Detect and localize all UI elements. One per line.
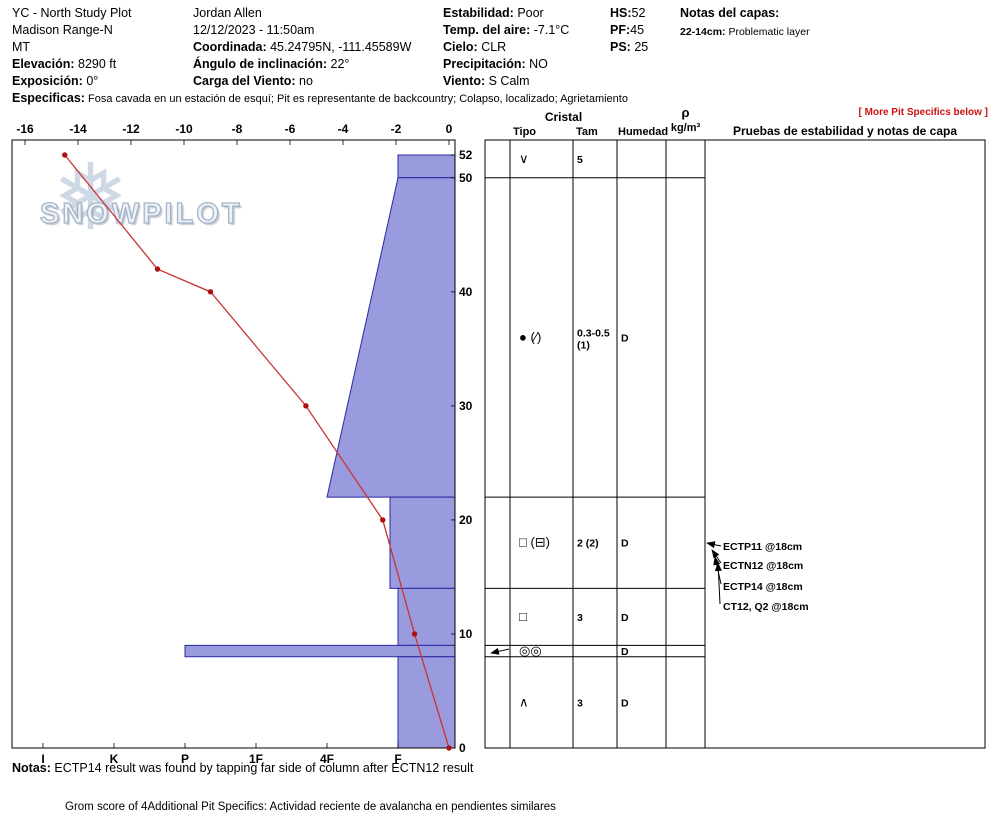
depth-tick-label: 10 <box>459 627 473 641</box>
temperature-point <box>446 745 452 751</box>
depth-tick-label: 50 <box>459 171 473 185</box>
layer-polygon <box>184 644 456 658</box>
coordinates: Coordinada: 45.24795N, -111.45589W <box>193 40 412 54</box>
temp-tick-label: -10 <box>175 122 193 136</box>
layer-polygon <box>326 177 456 498</box>
temp-tick-label: -4 <box>338 122 349 136</box>
layer-polygon <box>397 154 456 179</box>
layer-polygon <box>397 656 456 749</box>
aspect: Exposición: 0° <box>12 74 99 88</box>
hardness-tick-label: K <box>110 752 119 766</box>
stability-test-arrow <box>711 549 722 564</box>
slope-angle: Ángulo de inclinación: 22° <box>193 57 350 71</box>
grain-type-symbol: ∨ <box>519 151 529 166</box>
grain-size: 0.3-0.5 <box>577 327 610 339</box>
more-pit-specifics-link[interactable]: [ More Pit Specifics below ] <box>858 107 988 118</box>
snowflake-icon: ❅ <box>52 147 130 249</box>
additional-specifics: Grom score of 4Additional Pit Specifics:… <box>65 801 556 813</box>
pf: PF:45 <box>610 23 645 37</box>
temperature-point <box>380 517 386 523</box>
temp-tick-label: -6 <box>285 122 296 136</box>
hardness-tick-label: F <box>394 752 401 766</box>
pit-specifics: Especificas: Fosa cavada en un estación … <box>12 91 628 105</box>
stability-test-label: ECTN12 @18cm <box>723 560 803 572</box>
pit-notes-label: Notas: <box>12 761 51 775</box>
depth-tick-label: 52 <box>459 148 473 162</box>
datetime: 12/12/2023 - 11:50am <box>193 23 315 37</box>
temp-tick-label: -14 <box>69 122 87 136</box>
grain-size: 2 (2) <box>577 538 599 550</box>
temperature-point <box>154 266 161 272</box>
depth-tick-label: 20 <box>459 513 473 527</box>
ps: PS: 25 <box>610 40 649 54</box>
temp-tick-label: -8 <box>232 122 243 136</box>
grain-size: 3 <box>577 612 583 624</box>
header-tipo: Tipo <box>513 126 536 138</box>
state: MT <box>12 40 31 54</box>
grain-size-secondary: (1) <box>577 339 590 351</box>
hardness-tick-label: 4F <box>320 752 334 766</box>
elevation: Elevación: 8290 ft <box>12 57 117 71</box>
watermark-text: SNOWPILOT <box>39 197 243 230</box>
precipitation: Precipitación: NO <box>443 57 548 71</box>
plot-frame <box>11 139 456 749</box>
hardness-tick-label: I <box>41 752 44 766</box>
layer-polygon <box>397 587 456 646</box>
stability-test-label: ECTP14 @18cm <box>723 581 803 593</box>
depth-tick-label: 0 <box>459 741 466 755</box>
hardness-tick-label: P <box>181 752 189 766</box>
pit-notes-text: ECTP14 result was found by tapping far s… <box>50 761 474 775</box>
header-rho-unit: kg/m³ <box>671 122 701 134</box>
layer-note: 22-14cm: Problematic layer <box>680 26 810 38</box>
depth-tick-label: 40 <box>459 285 473 299</box>
header-humedad: Humedad <box>618 126 668 138</box>
temperature-point <box>207 289 214 295</box>
wind-loading: Carga del Viento: no <box>193 74 313 88</box>
grain-type-symbol: □ (⊟) <box>519 535 550 550</box>
wind: Viento: S Calm <box>443 74 530 88</box>
header-tests: Pruebas de estabilidad y notas de capa <box>733 124 957 138</box>
temp-tick-label: -16 <box>16 122 34 136</box>
layer-polygon <box>389 496 456 589</box>
layer-of-concern-arrow <box>490 647 510 655</box>
stability-test-label: CT12, Q2 @18cm <box>723 601 809 613</box>
stability-test-arrow <box>714 562 722 605</box>
grain-type-symbol: ● (⁄) <box>519 329 541 344</box>
header-cristal: Cristal <box>545 110 582 124</box>
header-tam: Tam <box>576 126 598 138</box>
stability-test-arrow <box>706 541 722 549</box>
grain-type-symbol: ◎◎ <box>519 643 542 658</box>
range: Madison Range-N <box>12 23 113 37</box>
hardness-tick-label: 1F <box>249 752 263 766</box>
temp-tick-label: -12 <box>122 122 140 136</box>
sky: Cielo: CLR <box>443 40 507 54</box>
grain-type-symbol: □ <box>519 609 527 624</box>
temperature-point <box>303 403 309 409</box>
grain-size: 5 <box>577 154 583 166</box>
humidity-value: D <box>621 612 629 624</box>
stability: Estabilidad: Poor <box>443 6 544 20</box>
temp-tick-label: -2 <box>391 122 402 136</box>
stability-test-label: ECTP11 @18cm <box>723 541 802 553</box>
temp-tick-label: 0 <box>446 122 453 136</box>
grain-type-symbol: ∧ <box>519 694 529 709</box>
temperature-point <box>411 631 418 637</box>
humidity-value: D <box>621 332 629 344</box>
air-temp: Temp. del aire: -7.1°C <box>443 23 570 37</box>
pit-name: YC - North Study Plot <box>12 6 132 20</box>
layer-table-frame <box>484 139 986 749</box>
humidity-value: D <box>621 697 629 709</box>
header-rho: ρ <box>681 105 689 120</box>
pit-notes: Notas: ECTP14 result was found by tappin… <box>12 761 473 775</box>
humidity-value: D <box>621 538 629 550</box>
hs-total-depth: HS:52 <box>610 6 646 20</box>
layer-notes-title: Notas del capas: <box>680 6 780 20</box>
depth-tick-label: 30 <box>459 399 473 413</box>
temperature-point <box>62 152 68 158</box>
grain-size: 3 <box>577 697 583 709</box>
observer: Jordan Allen <box>193 6 262 20</box>
humidity-value: D <box>621 646 629 658</box>
